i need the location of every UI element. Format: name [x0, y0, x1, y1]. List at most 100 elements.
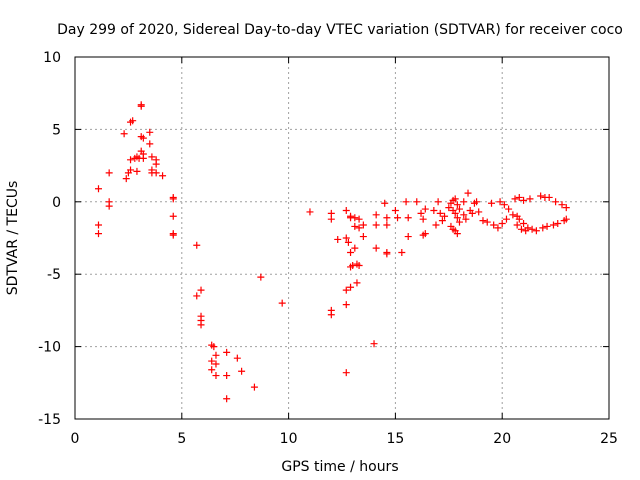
data-point	[432, 221, 440, 229]
data-point	[355, 262, 363, 270]
data-point	[359, 233, 367, 241]
data-point	[94, 230, 102, 238]
data-point	[133, 167, 141, 175]
data-point	[139, 154, 147, 162]
y-tick-label: -10	[38, 340, 61, 356]
data-point	[169, 231, 177, 239]
data-point	[146, 128, 154, 136]
data-point	[347, 283, 355, 291]
data-point	[383, 250, 391, 258]
x-tick-label: 0	[71, 431, 80, 447]
data-point	[257, 273, 265, 281]
data-point	[520, 196, 528, 204]
data-point	[502, 215, 510, 223]
y-tick-label: -15	[38, 412, 61, 428]
data-point	[473, 198, 481, 206]
data-point	[451, 195, 459, 203]
data-point	[434, 198, 442, 206]
data-point	[349, 262, 357, 270]
data-point	[494, 224, 502, 232]
data-point	[402, 198, 410, 206]
data-point	[517, 225, 525, 233]
data-point	[223, 348, 231, 356]
data-point	[327, 311, 335, 319]
x-tick-label: 20	[493, 431, 511, 447]
data-point	[464, 189, 472, 197]
data-point	[558, 201, 566, 209]
data-point	[223, 395, 231, 403]
data-point	[539, 224, 547, 232]
data-point	[146, 140, 154, 148]
data-point	[455, 205, 463, 213]
data-point	[554, 220, 562, 228]
data-point	[137, 101, 145, 109]
data-point	[351, 222, 359, 230]
data-point	[430, 206, 438, 214]
data-point	[524, 224, 532, 232]
data-point	[372, 244, 380, 252]
data-point	[441, 212, 449, 220]
data-point	[105, 169, 113, 177]
data-point	[543, 222, 551, 230]
data-point	[372, 211, 380, 219]
data-point	[462, 215, 470, 223]
data-point	[498, 220, 506, 228]
data-point	[372, 221, 380, 229]
data-point	[208, 366, 216, 374]
data-point	[417, 209, 425, 217]
chart-title: Day 299 of 2020, Sidereal Day-to-day VTE…	[57, 22, 623, 38]
data-point	[520, 220, 528, 228]
data-point	[419, 215, 427, 223]
data-points	[94, 101, 570, 403]
data-point	[532, 227, 540, 235]
data-point	[233, 354, 241, 362]
data-point	[537, 192, 545, 200]
data-point	[351, 244, 359, 252]
data-point	[120, 130, 128, 138]
axis-ticks	[74, 56, 610, 420]
data-point	[515, 215, 523, 223]
data-point	[212, 360, 220, 368]
data-point	[347, 248, 355, 256]
data-point	[398, 248, 406, 256]
data-point	[479, 217, 487, 225]
data-point	[212, 372, 220, 380]
data-point	[453, 201, 461, 209]
x-tick-label: 10	[280, 431, 298, 447]
data-point	[193, 292, 201, 300]
data-point	[511, 195, 519, 203]
data-point	[342, 234, 350, 242]
data-point	[353, 279, 361, 287]
y-tick-label: 10	[43, 50, 61, 66]
data-point	[94, 221, 102, 229]
data-point	[238, 367, 246, 375]
y-tick-label: 5	[52, 122, 61, 138]
data-point	[344, 238, 352, 246]
data-point	[436, 209, 444, 217]
x-tick-label: 5	[177, 431, 186, 447]
data-point	[355, 224, 363, 232]
data-point	[334, 235, 342, 243]
data-point	[562, 215, 570, 223]
data-point	[212, 351, 220, 359]
data-point	[342, 301, 350, 309]
y-axis-label: SDTVAR / TECUs	[5, 181, 21, 296]
x-tick-label: 25	[600, 431, 618, 447]
data-point	[552, 198, 560, 206]
data-point	[445, 204, 453, 212]
data-point	[391, 206, 399, 214]
data-point	[250, 383, 258, 391]
grid-lines	[75, 57, 609, 419]
data-point	[460, 198, 468, 206]
data-point	[453, 230, 461, 238]
data-point	[404, 233, 412, 241]
data-point	[545, 193, 553, 201]
data-point	[455, 218, 463, 226]
data-point	[421, 205, 429, 213]
data-point	[351, 214, 359, 222]
tick-labels: 0 5 10 15 20 25 -15 -10 -5 0 5 10	[38, 50, 618, 447]
data-point	[483, 218, 491, 226]
data-point	[105, 202, 113, 210]
x-tick-label: 15	[386, 431, 404, 447]
